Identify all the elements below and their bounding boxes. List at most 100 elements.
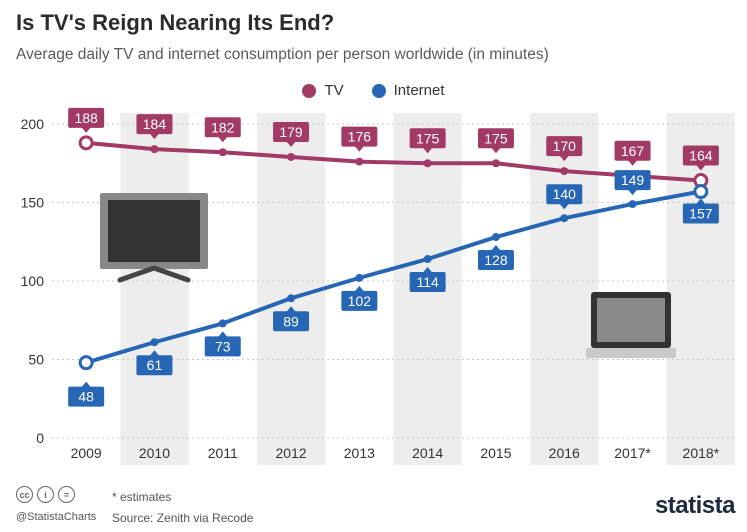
- legend-item-internet: Internet: [371, 82, 445, 99]
- data-point: [423, 159, 432, 168]
- data-label-pointer: [81, 126, 92, 133]
- x-tick-label: 2012: [275, 445, 306, 461]
- data-label-box: [682, 203, 719, 224]
- data-label: 157: [689, 206, 713, 222]
- x-tick-label: 2014: [412, 445, 443, 461]
- data-point: [491, 233, 500, 242]
- data-label-pointer: [286, 140, 297, 147]
- data-label-pointer: [627, 189, 638, 196]
- data-label: 149: [621, 172, 645, 188]
- data-label-box: [204, 336, 241, 357]
- data-point: [78, 135, 94, 151]
- data-label-box: [341, 126, 378, 147]
- data-point: [287, 294, 296, 303]
- data-label-pointer: [286, 306, 297, 313]
- data-label-pointer: [149, 133, 160, 140]
- column-band: [666, 113, 735, 465]
- data-label-box: [477, 250, 514, 271]
- data-label: 114: [416, 274, 439, 290]
- x-tick-label: 2011: [208, 445, 238, 461]
- x-tick-label: 2017*: [614, 445, 651, 461]
- y-tick-label: 150: [21, 195, 45, 211]
- tv-illustration: [100, 193, 208, 283]
- data-label-pointer: [81, 381, 92, 388]
- data-point: [560, 167, 569, 176]
- legend-swatch-tv: [302, 83, 317, 98]
- data-point: [628, 200, 637, 209]
- laptop-screen: [597, 298, 665, 342]
- data-label: 167: [621, 143, 645, 159]
- data-point: [491, 159, 500, 168]
- column-band: [120, 113, 189, 465]
- data-label: 73: [215, 338, 231, 354]
- data-label-pointer: [422, 267, 433, 274]
- data-label-pointer: [149, 350, 160, 357]
- data-label-box: [68, 386, 105, 407]
- data-label-box: [409, 272, 446, 293]
- tv-screen: [108, 200, 200, 262]
- y-tick-label: 50: [28, 352, 44, 368]
- no-derivatives-icon[interactable]: =: [58, 486, 75, 503]
- data-label: 182: [211, 119, 235, 135]
- data-label: 128: [484, 252, 508, 268]
- data-label-box: [341, 290, 378, 311]
- y-tick-label: 200: [21, 116, 45, 132]
- data-label: 175: [484, 130, 508, 146]
- data-label: 176: [348, 129, 372, 145]
- twitter-handle[interactable]: @StatistaCharts: [16, 511, 97, 523]
- x-tick-label: 2016: [549, 445, 580, 461]
- data-point: [355, 157, 364, 166]
- data-label-box: [477, 128, 514, 149]
- data-label-box: [136, 114, 173, 135]
- data-label-pointer: [217, 136, 228, 143]
- data-label-box: [409, 128, 446, 149]
- tv-stand: [117, 265, 191, 283]
- statista-logo[interactable]: statista: [654, 492, 736, 520]
- series-line-tv: [85, 140, 701, 183]
- data-point: [78, 355, 94, 371]
- y-tick-label: 100: [21, 273, 45, 289]
- cc-icon[interactable]: cc: [16, 486, 33, 503]
- laptop-illustration: [586, 292, 676, 358]
- series-line-internet: [85, 189, 702, 365]
- data-label: 170: [553, 138, 577, 154]
- brand-text: statista: [654, 492, 736, 519]
- data-label-pointer: [354, 285, 365, 292]
- data-label-box: [682, 145, 719, 166]
- data-label-box: [68, 107, 105, 128]
- data-point: [218, 319, 227, 328]
- data-label-pointer: [559, 155, 570, 162]
- data-label: 61: [147, 357, 163, 373]
- data-point: [355, 273, 364, 282]
- x-tick-label: 2015: [480, 445, 511, 461]
- data-label-pointer: [217, 331, 228, 338]
- data-label-box: [136, 355, 173, 376]
- x-tick-label: 2013: [344, 445, 375, 461]
- column-band: [530, 113, 599, 465]
- data-label-box: [204, 117, 241, 138]
- data-label-pointer: [422, 147, 433, 154]
- x-tick-label: 2010: [139, 445, 170, 461]
- data-label: 175: [416, 130, 440, 146]
- data-label-pointer: [354, 145, 365, 152]
- x-tick-label: 2009: [71, 445, 102, 461]
- data-label: 179: [279, 124, 303, 140]
- estimates-note: * estimates: [112, 490, 172, 504]
- attribution-icon[interactable]: i: [37, 486, 54, 503]
- data-label: 184: [143, 116, 167, 132]
- legend: TV Internet: [0, 82, 747, 99]
- data-label-box: [546, 136, 583, 157]
- data-label: 102: [348, 293, 372, 309]
- data-label: 188: [74, 110, 98, 126]
- laptop-base: [586, 348, 676, 358]
- data-point: [693, 184, 709, 200]
- legend-swatch-internet: [371, 83, 386, 98]
- data-label-pointer: [490, 147, 501, 154]
- data-point: [423, 255, 432, 264]
- y-tick-label: 0: [36, 430, 44, 446]
- data-label-pointer: [559, 203, 570, 210]
- data-label-box: [614, 140, 651, 161]
- data-label: 164: [689, 148, 713, 164]
- data-label-box: [614, 170, 651, 191]
